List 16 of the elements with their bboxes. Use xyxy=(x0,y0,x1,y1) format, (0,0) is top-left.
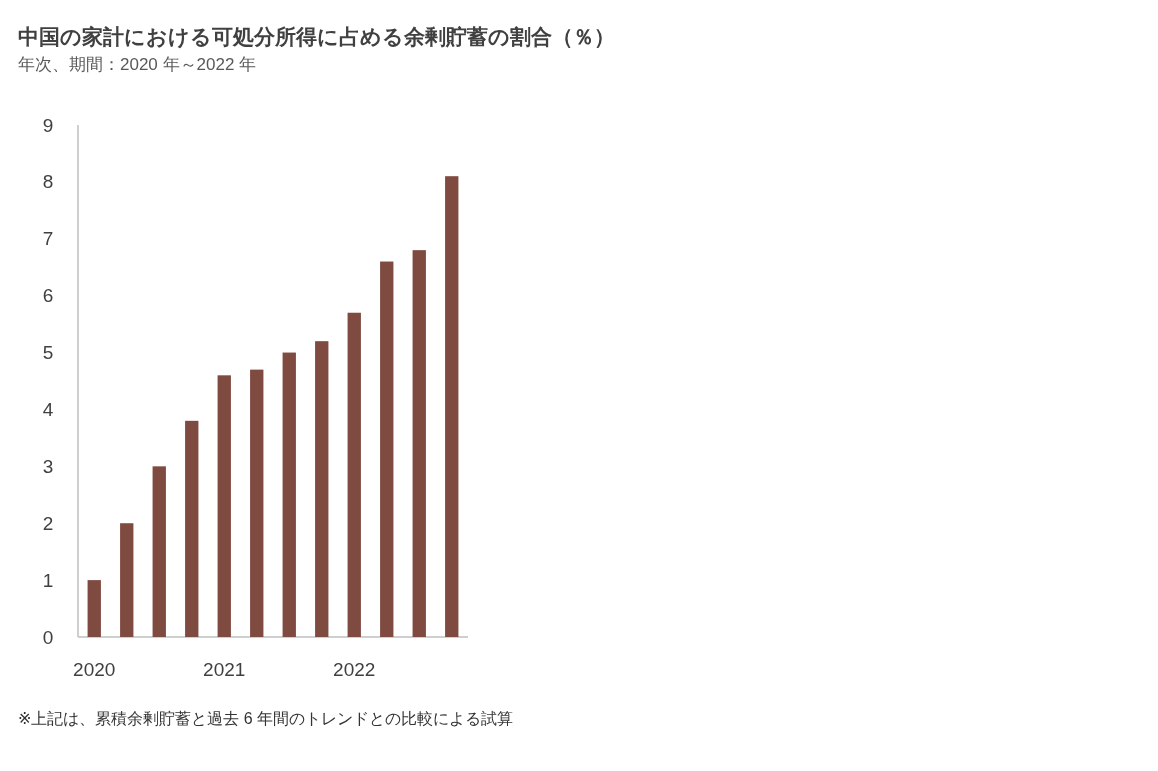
y-tick-label: 1 xyxy=(42,569,54,591)
y-tick-label: 4 xyxy=(42,398,54,420)
x-tick-label: 2020 xyxy=(73,659,116,680)
x-tick-label: 2021 xyxy=(203,659,246,680)
y-tick-label: 2 xyxy=(42,512,54,534)
subtitle: 年次、期間：2020 年～2022 年 xyxy=(18,55,257,74)
y-tick-label: 3 xyxy=(42,455,54,477)
y-tick-label: 0 xyxy=(42,626,54,648)
y-tick-label: 6 xyxy=(42,285,54,307)
annotation: ※上記は、累積余剰貯蓄と過去 6 年間のトレンドとの比較による試算 xyxy=(18,710,514,727)
y-tick-label: 9 xyxy=(42,114,54,136)
x-tick-label: 2022 xyxy=(333,659,376,680)
y-tick-label: 5 xyxy=(42,342,54,364)
y-tick-label: 7 xyxy=(42,228,54,250)
y-tick-label: 8 xyxy=(42,171,54,193)
title: 中国の家計における可処分所得に占める余剰貯蓄の割合（％） xyxy=(18,25,615,48)
